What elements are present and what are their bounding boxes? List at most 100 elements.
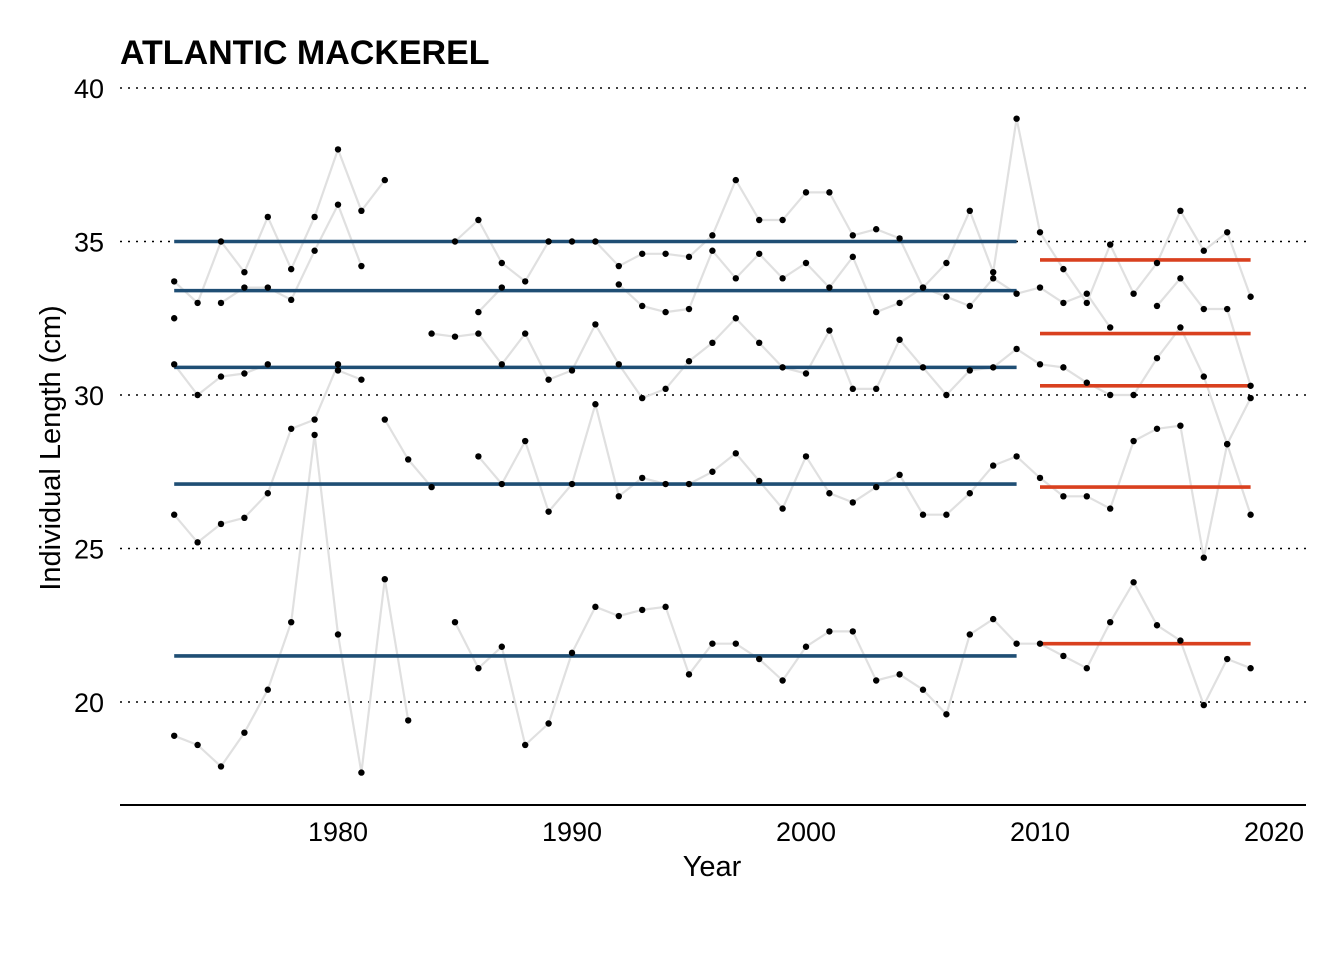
data-point-s3-2019 (1247, 394, 1254, 402)
data-point-s3-1981 (358, 376, 365, 383)
data-point-s3-1997 (732, 315, 739, 322)
data-point-s5-1985 (451, 618, 459, 626)
data-point-s2-1973 (171, 315, 178, 322)
data-point-s1-1992 (615, 262, 622, 270)
data-point-s2-2008 (990, 275, 997, 282)
series-5-line (454, 581, 1252, 747)
data-point-s1-1988 (522, 278, 529, 285)
data-point-s5-1983 (405, 717, 412, 724)
data-point-s5-2017 (1200, 701, 1208, 709)
data-point-s2-1999 (779, 275, 786, 282)
data-point-s2-1986 (475, 308, 482, 316)
data-point-s2-2000 (802, 259, 810, 267)
data-point-s4-2000 (802, 453, 810, 460)
data-point-s2-2006 (943, 293, 950, 300)
data-point-s1-1989 (545, 238, 552, 245)
y-axis-ticks: 20 25 30 35 40 (74, 74, 104, 718)
data-point-s2-1993 (639, 302, 646, 310)
data-point-s4-1997 (732, 450, 739, 457)
data-point-s1-2009 (1013, 115, 1020, 122)
data-point-s4-1996 (709, 468, 716, 475)
data-point-s5-1980 (334, 631, 342, 638)
data-point-s3-1996 (709, 339, 716, 347)
data-point-s3-2016 (1177, 324, 1184, 331)
data-point-s5-2018 (1224, 655, 1231, 663)
data-point-s2-1977 (264, 284, 271, 291)
data-point-s3-2010 (1036, 361, 1044, 368)
data-point-s5-1996 (709, 640, 716, 647)
data-point-s3-1995 (685, 358, 693, 365)
y-tick-label-30: 30 (74, 381, 104, 411)
data-point-s5-1981 (358, 769, 365, 776)
data-point-s1-1996 (709, 232, 716, 239)
data-point-s4-1989 (545, 508, 552, 515)
data-point-s1-2006 (943, 259, 950, 267)
data-point-s4-2006 (943, 511, 950, 518)
data-point-s3-2008 (990, 364, 997, 371)
data-point-s4-2001 (826, 490, 833, 497)
data-point-s1-1973 (171, 278, 178, 285)
data-point-s3-2007 (966, 367, 973, 374)
data-point-s3-1980 (334, 367, 342, 374)
data-point-s4-1998 (756, 477, 763, 485)
data-point-s2-2016 (1177, 275, 1184, 282)
data-point-s1-1976 (241, 269, 248, 276)
series-1-line (454, 117, 1252, 304)
data-point-s3-2004 (896, 336, 903, 343)
data-point-s2-2007 (966, 302, 973, 310)
data-point-s5-1974 (194, 741, 201, 749)
data-point-s4-2008 (990, 462, 997, 469)
data-point-s5-1997 (732, 640, 739, 647)
data-point-s1-2007 (966, 207, 973, 214)
data-point-s1-1977 (264, 213, 271, 221)
data-point-s5-2007 (966, 631, 973, 638)
data-point-s3-1999 (779, 364, 786, 371)
data-point-s2-2012 (1083, 290, 1091, 297)
data-point-s2-2005 (919, 284, 927, 291)
data-point-s4-1987 (498, 480, 505, 488)
data-point-s3-2014 (1130, 391, 1137, 399)
x-tick-label-1980: 1980 (308, 817, 368, 847)
data-point-s5-2003 (873, 677, 880, 684)
data-point-s5-2016 (1177, 637, 1184, 644)
x-tick-label-2010: 2010 (1010, 817, 1070, 847)
data-point-s3-1984 (428, 330, 435, 337)
data-point-s3-1974 (194, 391, 201, 399)
data-point-s1-2014 (1130, 290, 1137, 297)
data-point-s3-1977 (264, 361, 271, 368)
y-tick-label-25: 25 (74, 535, 104, 565)
data-point-s1-1999 (779, 216, 786, 224)
data-point-s1-2010 (1036, 229, 1044, 236)
data-point-s2-2003 (873, 308, 880, 316)
data-point-s2-2015 (1153, 302, 1161, 310)
data-point-s4-1978 (288, 425, 295, 432)
data-point-s1-2016 (1177, 207, 1184, 214)
data-point-s1-1982 (381, 176, 388, 184)
series-3-line (431, 317, 1252, 446)
data-point-s5-2010 (1036, 640, 1044, 647)
data-point-s1-1974 (194, 299, 201, 307)
series-4-line (477, 403, 1252, 559)
data-point-s5-1992 (615, 612, 622, 620)
data-point-s2-2004 (896, 299, 903, 307)
data-point-s4-2011 (1060, 493, 1067, 500)
data-point-s4-1994 (662, 480, 669, 488)
y-tick-label-40: 40 (74, 74, 104, 104)
data-point-s3-2012 (1083, 379, 1091, 386)
data-point-s2-1976 (241, 284, 248, 291)
data-point-s4-2017 (1200, 554, 1208, 561)
data-point-s3-1975 (217, 373, 225, 380)
data-point-s5-2009 (1013, 640, 1020, 647)
data-point-s5-2015 (1153, 622, 1161, 629)
series-4-line (383, 419, 433, 488)
data-point-s5-1973 (171, 732, 178, 739)
data-point-s4-2015 (1153, 425, 1161, 432)
data-point-s3-2001 (826, 327, 833, 334)
data-point-s5-1991 (592, 603, 599, 611)
data-point-s1-1997 (732, 176, 739, 184)
data-point-s1-1975 (217, 238, 225, 245)
data-point-s5-2014 (1130, 579, 1137, 586)
data-point-s4-2009 (1013, 453, 1020, 460)
data-point-s4-2019 (1247, 511, 1254, 518)
y-tick-label-20: 20 (74, 688, 104, 718)
